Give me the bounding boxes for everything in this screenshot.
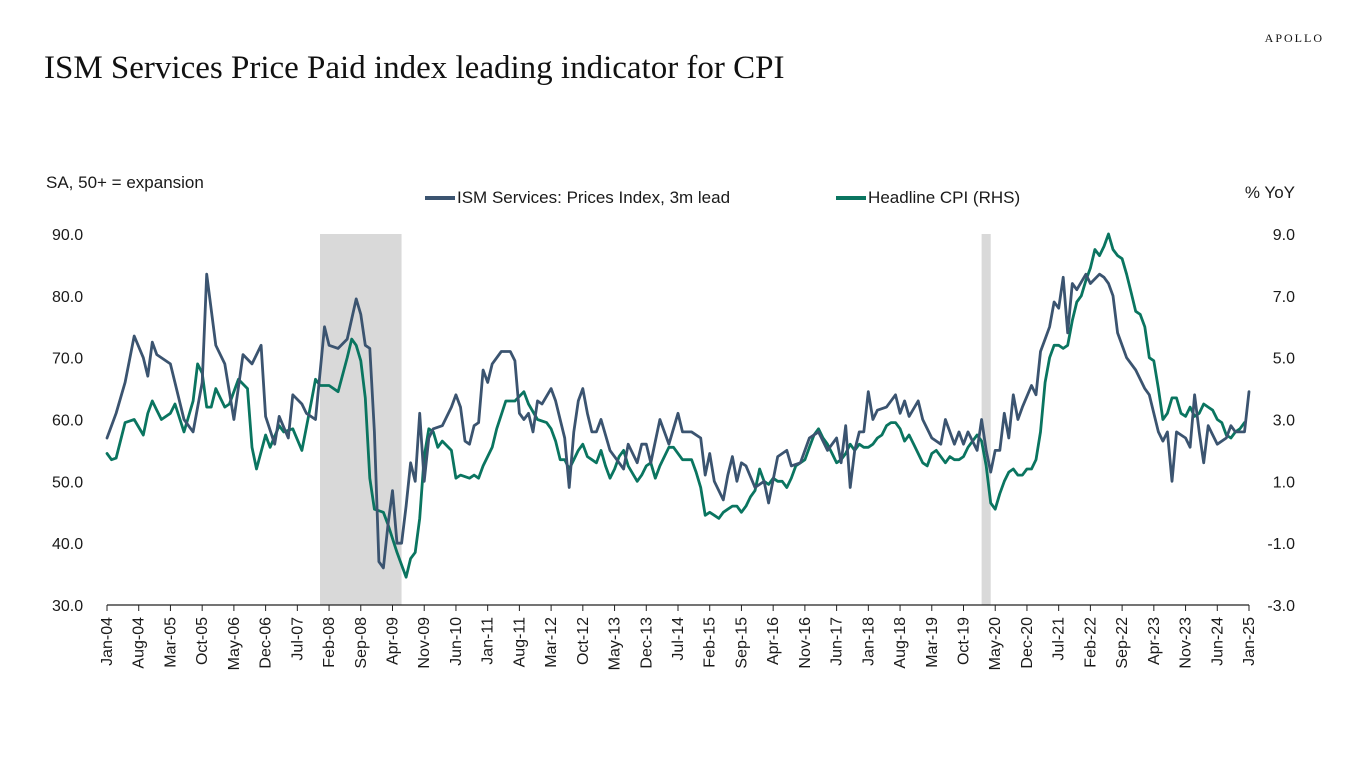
x-tick-label: Jun-17 — [829, 617, 846, 666]
y-left-tick-label: 90.0 — [52, 227, 83, 244]
x-tick-label: Mar-19 — [924, 617, 941, 668]
recession-band — [981, 234, 991, 605]
y-left-tick-label: 70.0 — [52, 351, 83, 368]
x-tick-label: Sep-08 — [353, 617, 370, 669]
legend-swatch-ism — [425, 196, 455, 200]
x-tick-label: May-06 — [226, 617, 243, 670]
recession-band — [319, 234, 402, 605]
x-tick-label: Jan-18 — [860, 617, 877, 666]
x-tick-label: Oct-12 — [575, 617, 592, 665]
recession-bands — [319, 234, 991, 605]
legend-item-cpi: Headline CPI (RHS) — [836, 188, 1020, 208]
y-left-tick-label: 60.0 — [52, 413, 83, 430]
axes: 30.0 40.0 50.0 60.0 70.0 80.0 90.0 -3.0 -1.0 1.0 3… — [52, 227, 1295, 670]
x-tick-label: Jan-04 — [99, 617, 116, 666]
chart-title: ISM Services Price Paid index leading in… — [44, 50, 785, 86]
legend-label-ism: ISM Services: Prices Index, 3m lead — [457, 188, 731, 207]
x-tick-label: Dec-13 — [638, 617, 655, 669]
left-axis-label: SA, 50+ = expansion — [46, 173, 204, 192]
x-tick-label: Jul-07 — [289, 617, 306, 661]
legend-label-cpi: Headline CPI (RHS) — [868, 188, 1021, 207]
x-tick-label: Feb-08 — [321, 617, 338, 668]
legend: ISM Services: Prices Index, 3m lead Head… — [425, 188, 1020, 208]
x-tick-label: Nov-16 — [797, 617, 814, 669]
legend-swatch-cpi — [836, 196, 867, 200]
y-left-tick-label: 30.0 — [52, 598, 83, 615]
x-tick-label: Feb-22 — [1082, 617, 1099, 668]
x-tick-label: Apr-23 — [1146, 617, 1163, 665]
y-left-tick-label: 80.0 — [52, 289, 83, 306]
x-tick-label: Jan-25 — [1241, 617, 1258, 666]
legend-item-ism: ISM Services: Prices Index, 3m lead — [425, 188, 730, 208]
x-tick-label: Jun-24 — [1209, 617, 1226, 666]
y-left-tick-label: 40.0 — [52, 536, 83, 553]
right-axis-label: % YoY — [1244, 183, 1295, 202]
y-right-tick-label: -1.0 — [1267, 536, 1295, 553]
cpi-line — [105, 232, 1246, 579]
x-tick-label: Mar-05 — [162, 617, 179, 668]
ism-line — [105, 272, 1251, 570]
x-tick-label: Jul-21 — [1051, 617, 1068, 661]
y-left-tick-label: 50.0 — [52, 474, 83, 491]
x-tick-label: Aug-11 — [511, 617, 528, 668]
x-tick-label: Jul-14 — [670, 617, 687, 661]
y-right-tick-label: 1.0 — [1273, 474, 1295, 491]
x-tick-label: Jan-11 — [480, 617, 497, 665]
y-right-tick-label: 5.0 — [1273, 351, 1295, 368]
x-tick-label: Dec-20 — [1019, 617, 1036, 669]
x-tick-label: Mar-12 — [543, 617, 560, 668]
y-right-tick-label: 3.0 — [1273, 413, 1295, 430]
x-tick-label: Sep-15 — [733, 617, 750, 669]
x-tick-label: Feb-15 — [702, 617, 719, 668]
x-tick-label: Sep-22 — [1114, 617, 1131, 669]
series-lines — [105, 232, 1251, 579]
y-right-tick-label: -3.0 — [1267, 598, 1295, 615]
x-tick-label: Apr-09 — [385, 617, 402, 665]
x-tick-label: Nov-09 — [416, 617, 433, 669]
x-tick-label: Oct-05 — [194, 617, 211, 665]
brand-logo: APOLLO — [1264, 31, 1324, 45]
x-tick-label: Aug-04 — [131, 617, 148, 669]
x-tick-label: May-13 — [607, 617, 624, 670]
y-right-tick-label: 7.0 — [1273, 289, 1295, 306]
y-right-tick-label: 9.0 — [1273, 227, 1295, 244]
x-tick-label: Jun-10 — [448, 617, 465, 666]
x-tick-label: Nov-23 — [1178, 617, 1195, 669]
x-tick-label: May-20 — [987, 617, 1004, 670]
x-tick-label: Aug-18 — [892, 617, 909, 669]
x-tick-label: Dec-06 — [258, 617, 275, 669]
x-tick-label: Apr-16 — [765, 617, 782, 665]
x-tick-label: Oct-19 — [956, 617, 973, 665]
